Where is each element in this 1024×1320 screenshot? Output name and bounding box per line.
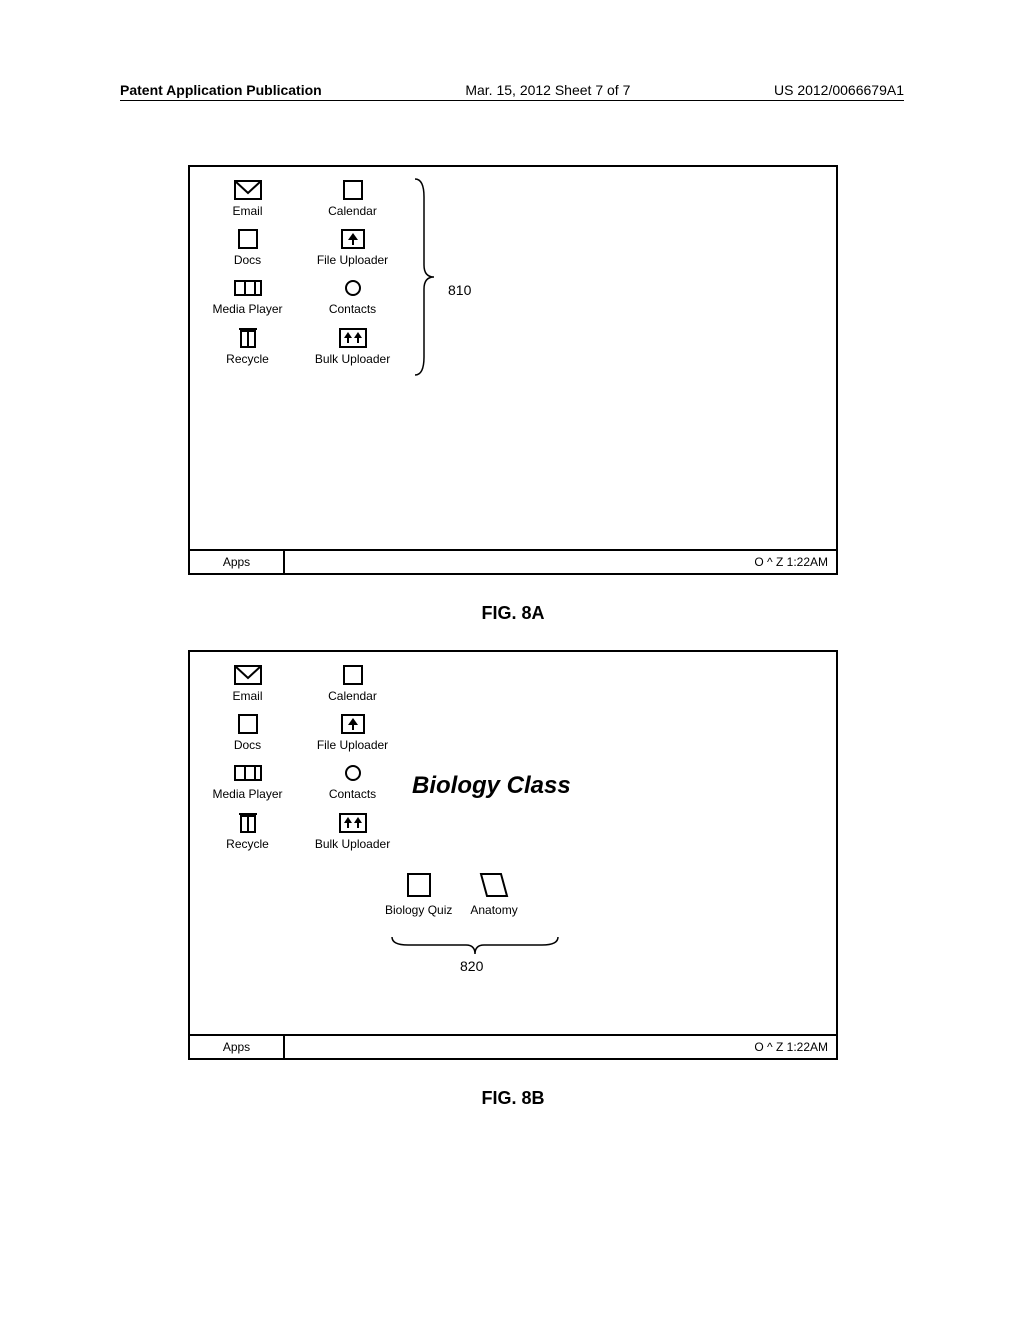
reference-820: 820 bbox=[460, 958, 483, 974]
caption-8a: FIG. 8A bbox=[188, 603, 838, 624]
brace-icon bbox=[390, 934, 560, 956]
doc-square-icon bbox=[233, 711, 263, 737]
system-tray: O ^ Z 1:22AM bbox=[754, 555, 836, 569]
square-icon bbox=[338, 177, 368, 203]
figure-8a: Email Calendar Docs File Uploader Media … bbox=[188, 165, 838, 624]
email-icon[interactable]: Email bbox=[200, 662, 295, 703]
envelope-icon bbox=[233, 177, 263, 203]
bulk-uploader-icon[interactable]: Bulk Uploader bbox=[295, 810, 410, 851]
docs-icon[interactable]: Docs bbox=[200, 226, 295, 267]
group-820: Biology Quiz Anatomy bbox=[385, 872, 518, 917]
upload-arrow-icon bbox=[338, 226, 368, 252]
email-icon[interactable]: Email bbox=[200, 177, 295, 218]
anatomy-icon[interactable]: Anatomy bbox=[470, 872, 517, 917]
media-player-icon[interactable]: Media Player bbox=[200, 275, 295, 316]
caption-8b: FIG. 8B bbox=[188, 1088, 838, 1109]
desktop-icons-8a: Email Calendar Docs File Uploader Media … bbox=[200, 177, 410, 366]
double-upload-icon bbox=[338, 810, 368, 836]
double-upload-icon bbox=[338, 325, 368, 351]
recycle-icon[interactable]: Recycle bbox=[200, 810, 295, 851]
quiz-square-icon bbox=[404, 872, 434, 900]
filmstrip-icon bbox=[233, 275, 263, 301]
reference-810: 810 bbox=[448, 282, 471, 298]
calendar-icon[interactable]: Calendar bbox=[295, 662, 410, 703]
header-rule bbox=[120, 100, 904, 101]
circle-icon bbox=[338, 275, 368, 301]
screen-8b: Email Calendar Docs File Uploader Media … bbox=[188, 650, 838, 1060]
bulk-uploader-icon[interactable]: Bulk Uploader bbox=[295, 325, 410, 366]
square-icon bbox=[338, 662, 368, 688]
screen-8a: Email Calendar Docs File Uploader Media … bbox=[188, 165, 838, 575]
header-right: US 2012/0066679A1 bbox=[774, 82, 904, 98]
system-tray: O ^ Z 1:22AM bbox=[754, 1040, 836, 1054]
biology-quiz-icon[interactable]: Biology Quiz bbox=[385, 872, 452, 917]
envelope-icon bbox=[233, 662, 263, 688]
recycle-icon[interactable]: Recycle bbox=[200, 325, 295, 366]
page-header: Patent Application Publication Mar. 15, … bbox=[0, 82, 1024, 98]
file-uploader-icon[interactable]: File Uploader bbox=[295, 711, 410, 752]
brace-icon bbox=[412, 177, 437, 377]
desktop-icons-8b: Email Calendar Docs File Uploader Media … bbox=[200, 662, 410, 851]
apps-button[interactable]: Apps bbox=[190, 551, 285, 573]
header-center: Mar. 15, 2012 Sheet 7 of 7 bbox=[465, 82, 630, 98]
media-player-icon[interactable]: Media Player bbox=[200, 760, 295, 801]
header-left: Patent Application Publication bbox=[120, 82, 322, 98]
bin-icon bbox=[233, 325, 263, 351]
taskbar-8a: Apps O ^ Z 1:22AM bbox=[190, 549, 836, 573]
filmstrip-icon bbox=[233, 760, 263, 786]
taskbar-8b: Apps O ^ Z 1:22AM bbox=[190, 1034, 836, 1058]
doc-square-icon bbox=[233, 226, 263, 252]
biology-class-title: Biology Class bbox=[412, 772, 571, 800]
circle-icon bbox=[338, 760, 368, 786]
parallelogram-icon bbox=[479, 872, 509, 900]
contacts-icon[interactable]: Contacts bbox=[295, 760, 410, 801]
figure-8b: Email Calendar Docs File Uploader Media … bbox=[188, 650, 838, 1109]
calendar-icon[interactable]: Calendar bbox=[295, 177, 410, 218]
file-uploader-icon[interactable]: File Uploader bbox=[295, 226, 410, 267]
upload-arrow-icon bbox=[338, 711, 368, 737]
contacts-icon[interactable]: Contacts bbox=[295, 275, 410, 316]
bin-icon bbox=[233, 810, 263, 836]
docs-icon[interactable]: Docs bbox=[200, 711, 295, 752]
apps-button[interactable]: Apps bbox=[190, 1036, 285, 1058]
